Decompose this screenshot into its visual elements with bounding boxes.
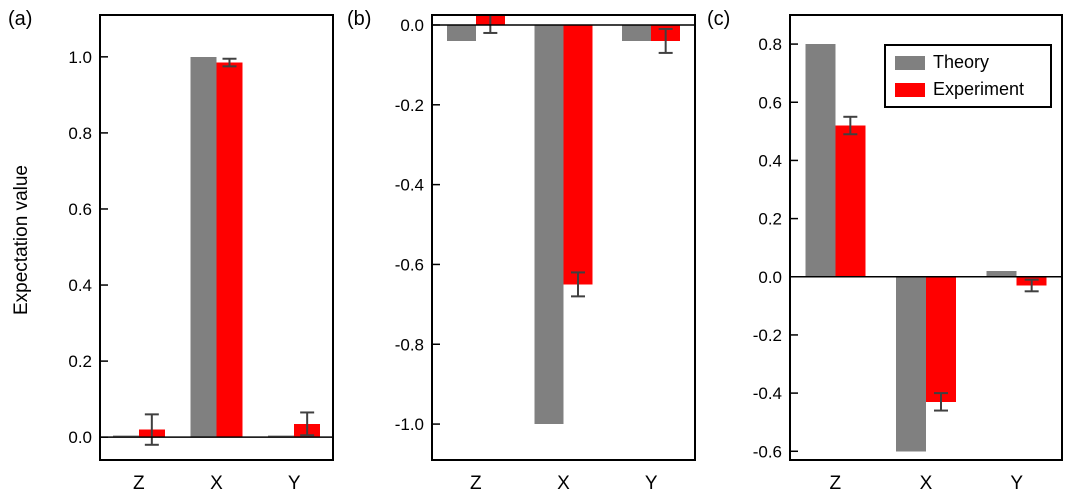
error-bar-Y (300, 411, 315, 437)
bar-experiment-X (216, 62, 243, 438)
category-label-Z: Z (133, 473, 145, 494)
panel-label-b: (b) (347, 8, 372, 30)
bar-theory-Z (446, 24, 476, 41)
y-tick-label: 0.4 (758, 151, 782, 170)
bar-theory-Y (268, 435, 295, 438)
panel-label-a: (a) (8, 8, 33, 30)
y-tick-label: 0.8 (758, 35, 782, 54)
y-tick-label: -0.4 (753, 384, 782, 403)
bar-theory-Y (986, 270, 1017, 277)
category-label-Z: Z (830, 473, 842, 494)
y-tick-label: 0.2 (758, 210, 782, 229)
y-tick-label: -0.2 (395, 96, 424, 115)
bar-experiment-Z (835, 125, 866, 277)
category-label-X: X (557, 473, 570, 494)
category-label-Y: Y (645, 473, 658, 494)
bar-theory-Y (622, 24, 652, 41)
y-tick-label: -0.6 (395, 255, 424, 274)
error-bar-X (571, 271, 585, 298)
y-tick-label: 0.6 (68, 200, 92, 219)
bar-theory-X (534, 24, 564, 425)
bar-theory-X (190, 56, 217, 438)
legend-label-theory: Theory (933, 52, 990, 72)
panel-b-chart: Z X Y 0.0 -0.2 -0.4 -0.6 -0.8 -1.0 (395, 14, 696, 494)
plot-frame (431, 14, 696, 461)
legend-label-experiment: Experiment (933, 79, 1025, 99)
bar-experiment-X (926, 276, 956, 402)
error-bar-Y (1024, 278, 1039, 293)
error-bar-Y (658, 27, 673, 54)
category-label-X: X (210, 473, 223, 494)
y-tick-label: -0.8 (395, 335, 424, 354)
bar-theory-X (896, 276, 926, 452)
bar-theory-Z (112, 435, 139, 438)
y-tick-label: -1.0 (395, 415, 424, 434)
category-label-Y: Y (1010, 473, 1023, 494)
legend-item-experiment: Experiment (895, 79, 1041, 100)
error-bar-Z (843, 115, 858, 136)
category-label-X: X (920, 473, 933, 494)
error-bar-Z (483, 15, 498, 34)
y-tick-label: 0.0 (758, 268, 782, 287)
error-bar-X (222, 57, 237, 68)
legend-item-theory: Theory (895, 52, 1041, 73)
bar-theory-Z (805, 44, 836, 277)
bar-experiment-X (563, 24, 593, 285)
y-tick-label: 1.0 (68, 48, 92, 67)
plot-frame (99, 14, 334, 461)
legend: Theory Experiment (884, 44, 1052, 108)
y-tick-label: -0.2 (753, 326, 782, 345)
y-tick-label: 0.6 (758, 93, 782, 112)
y-tick-label: 0.0 (400, 16, 424, 35)
y-tick-label: -0.4 (395, 176, 424, 195)
panel-c-chart: Z X Y 0.8 0.6 0.4 0.2 0.0 -0.2 -0.4 -0.6 (753, 14, 1063, 494)
y-tick-label: 0.4 (68, 276, 92, 295)
plot-frame (789, 14, 1063, 461)
y-tick-label: -0.6 (753, 442, 782, 461)
panel-label-c: (c) (707, 8, 731, 30)
panel-a-chart: Z X Y 1.0 0.8 0.6 0.4 0.2 0.0 (68, 14, 334, 494)
category-label-Z: Z (470, 473, 482, 494)
theory-swatch (895, 55, 925, 70)
category-label-Y: Y (288, 473, 301, 494)
y-tick-label: 0.8 (68, 124, 92, 143)
experiment-swatch (895, 82, 925, 97)
error-bar-X (934, 392, 948, 412)
y-tick-label: 0.2 (68, 352, 92, 371)
error-bar-Z (144, 413, 159, 446)
y-tick-label: 0.0 (68, 428, 92, 447)
